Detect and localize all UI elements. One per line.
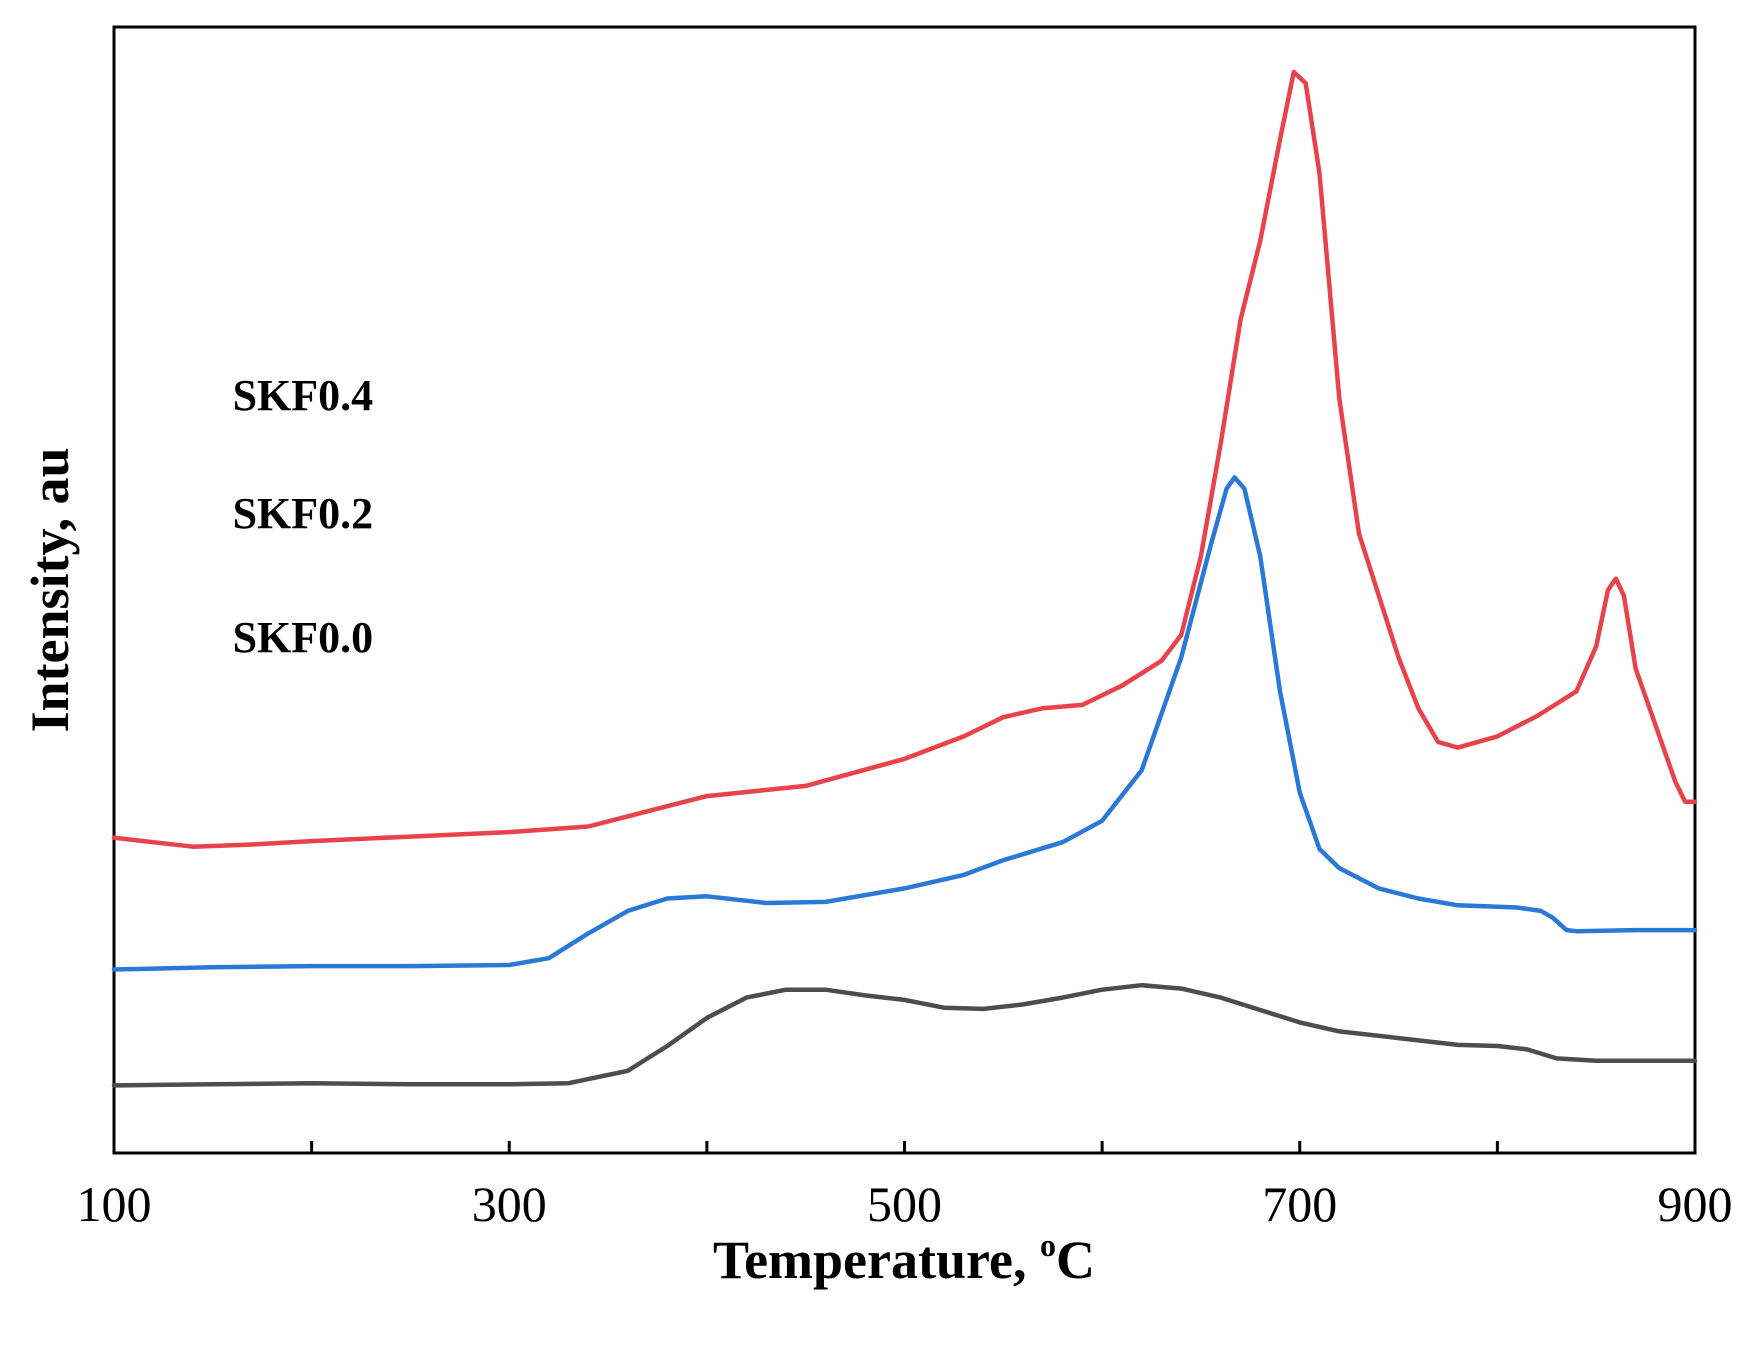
series-line-skf0-2 (111, 475, 1698, 972)
x-ticks (112, 1141, 1697, 1153)
x-axis-title-main: Temperature, (713, 1230, 1040, 1290)
x-axis-title-unit: C (1056, 1230, 1095, 1290)
x-tick-label-300: 300 (472, 1176, 547, 1232)
series-lines (111, 69, 1698, 1088)
series-line-skf0-0 (111, 982, 1698, 1088)
x-tick-label-700: 700 (1262, 1176, 1337, 1232)
x-tick-label-100: 100 (77, 1176, 152, 1232)
y-axis-title: Intensity, au (20, 447, 80, 732)
plot-frame (112, 25, 1697, 1155)
series-line-skf0-4 (111, 69, 1698, 849)
x-axis-title: Temperature, oC (713, 1227, 1095, 1290)
x-tick-label-500: 500 (867, 1176, 942, 1232)
x-tick-labels: 100 300 500 700 900 (77, 1176, 1733, 1232)
series-label-skf0-2: SKF0.2 (233, 489, 374, 538)
x-axis-title-sup: o (1040, 1227, 1056, 1263)
series-label-skf0-4: SKF0.4 (233, 371, 374, 420)
series-labels: SKF0.4 SKF0.2 SKF0.0 (233, 371, 374, 662)
series-label-skf0-0: SKF0.0 (233, 613, 374, 662)
x-tick-label-900: 900 (1658, 1176, 1733, 1232)
